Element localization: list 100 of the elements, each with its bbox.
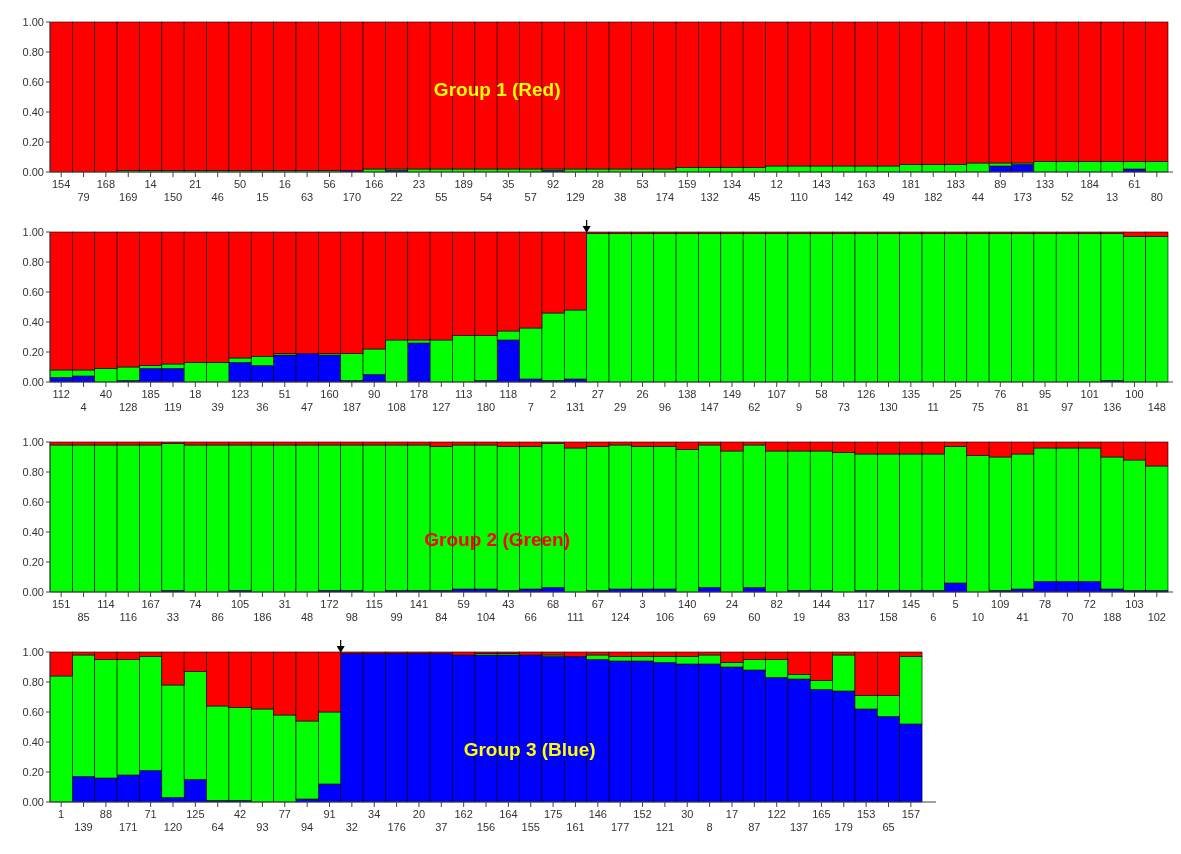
x-tick-label: 64 <box>211 821 224 833</box>
x-tick-label: 130 <box>879 401 898 413</box>
x-tick-label: 42 <box>233 808 247 820</box>
x-tick-label: 85 <box>77 611 90 623</box>
x-tick-label: 36 <box>256 401 269 413</box>
x-tick-label: 189 <box>454 178 473 190</box>
x-tick-label: 59 <box>457 598 470 610</box>
x-tick-label: 68 <box>546 598 560 610</box>
x-tick-label: 58 <box>815 388 828 400</box>
x-tick-label: 11 <box>927 401 939 413</box>
x-tick-label: 71 <box>144 808 157 820</box>
x-tick-label: 150 <box>163 191 183 203</box>
x-tick-label: 135 <box>901 388 921 400</box>
x-tick-label: 136 <box>1102 401 1122 413</box>
y-tick-label: 0.80 <box>22 675 44 688</box>
x-tick-label: 83 <box>837 611 850 623</box>
x-tick-label: 19 <box>792 611 806 623</box>
x-tick-label: 143 <box>812 178 831 190</box>
x-tick-label: 12 <box>770 178 783 190</box>
x-tick-label: 169 <box>119 191 138 203</box>
y-tick-label: 0.00 <box>22 585 44 598</box>
x-tick-label: 41 <box>1016 611 1029 623</box>
x-tick-label: 187 <box>342 401 362 413</box>
x-tick-label: 17 <box>725 808 739 820</box>
x-tick-label: 175 <box>543 808 563 820</box>
x-tick-label: 151 <box>52 598 71 610</box>
x-tick-label: 157 <box>901 808 921 820</box>
x-tick-label: 96 <box>658 401 672 413</box>
y-tick-label: 0.40 <box>22 735 44 748</box>
x-tick-label: 8 <box>706 821 713 833</box>
x-tick-label: 166 <box>365 178 384 190</box>
x-tick-label: 178 <box>409 388 429 400</box>
x-tick-label: 31 <box>278 598 291 610</box>
x-tick-label: 186 <box>253 611 272 623</box>
x-tick-label: 82 <box>770 598 783 610</box>
x-tick-label: 4 <box>80 401 87 413</box>
y-tick-label: 0.40 <box>22 315 44 328</box>
y-tick-label: 0.80 <box>22 465 44 478</box>
x-tick-label: 158 <box>879 611 898 623</box>
x-tick-label: 73 <box>837 401 850 413</box>
x-tick-label: 118 <box>499 388 518 400</box>
x-tick-label: 23 <box>412 178 426 190</box>
x-tick-label: 134 <box>722 178 742 190</box>
x-tick-label: 46 <box>211 191 224 203</box>
x-tick-label: 90 <box>368 388 381 400</box>
x-tick-label: 76 <box>994 388 1007 400</box>
x-tick-label: 146 <box>588 808 607 820</box>
x-tick-label: 131 <box>566 401 585 413</box>
x-tick-label: 92 <box>546 178 560 190</box>
x-tick-label: 48 <box>301 611 314 623</box>
x-tick-label: 179 <box>834 821 853 833</box>
x-tick-label: 49 <box>882 191 895 203</box>
x-tick-label: 24 <box>725 598 739 610</box>
x-tick-label: 113 <box>454 388 473 400</box>
x-tick-label: 39 <box>211 401 224 413</box>
y-tick-label: 0.60 <box>22 285 44 298</box>
x-tick-label: 67 <box>591 598 604 610</box>
x-tick-label: 28 <box>591 178 604 190</box>
x-tick-label: 104 <box>476 611 496 623</box>
x-tick-label: 142 <box>834 191 853 203</box>
x-tick-label: 106 <box>655 611 675 623</box>
y-tick-label: 0.60 <box>22 75 44 88</box>
x-tick-label: 5 <box>952 598 959 610</box>
x-tick-label: 163 <box>856 178 876 190</box>
x-tick-label: 141 <box>409 598 429 610</box>
x-tick-label: 7 <box>527 401 534 413</box>
y-tick-label: 0.40 <box>22 105 44 118</box>
x-tick-label: 51 <box>278 388 291 400</box>
x-tick-label: 20 <box>412 808 426 820</box>
x-tick-label: 57 <box>524 191 537 203</box>
x-tick-label: 103 <box>1125 598 1144 610</box>
x-tick-label: 182 <box>924 191 943 203</box>
x-tick-label: 185 <box>141 388 160 400</box>
x-tick-label: 165 <box>812 808 831 820</box>
x-tick-label: 126 <box>856 388 876 400</box>
x-tick-label: 14 <box>144 178 157 190</box>
x-tick-label: 87 <box>748 821 761 833</box>
x-tick-label: 188 <box>1102 611 1122 623</box>
x-tick-label: 138 <box>678 388 697 400</box>
x-tick-label: 110 <box>790 191 808 203</box>
x-tick-label: 148 <box>1147 401 1166 413</box>
x-tick-label: 16 <box>278 178 291 190</box>
x-tick-label: 10 <box>971 611 985 623</box>
x-tick-label: 132 <box>700 191 719 203</box>
x-tick-label: 154 <box>52 178 71 190</box>
x-tick-label: 26 <box>636 388 649 400</box>
x-tick-label: 122 <box>767 808 786 820</box>
x-tick-label: 75 <box>971 401 985 413</box>
x-tick-label: 161 <box>566 821 585 833</box>
x-tick-label: 160 <box>320 388 339 400</box>
x-tick-label: 156 <box>476 821 496 833</box>
x-tick-label: 108 <box>387 401 406 413</box>
x-tick-label: 33 <box>166 611 180 623</box>
y-tick-label: 0.60 <box>22 495 44 508</box>
x-tick-label: 123 <box>230 388 250 400</box>
y-tick-label: 0.00 <box>22 165 44 178</box>
x-tick-label: 3 <box>639 598 646 610</box>
x-tick-label: 62 <box>748 401 761 413</box>
x-tick-label: 45 <box>748 191 761 203</box>
x-tick-label: 116 <box>119 611 138 623</box>
